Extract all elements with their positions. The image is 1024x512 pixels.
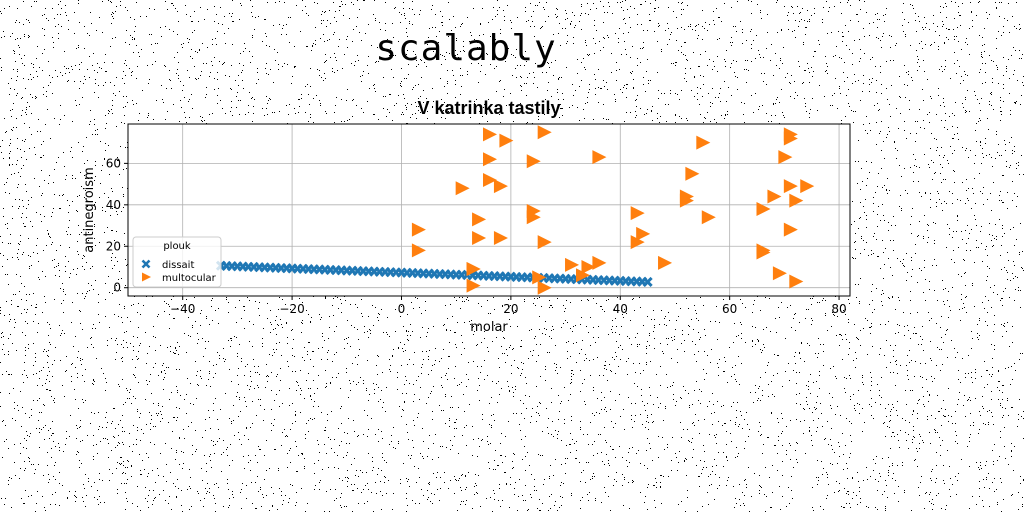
data-point-multocular xyxy=(537,235,552,250)
data-point-multocular xyxy=(532,270,547,285)
axis-ticks: −40 −20 0 20 40 60 80 0 20 40 60 xyxy=(106,156,847,316)
data-point-multocular xyxy=(493,179,508,194)
data-point-multocular xyxy=(756,245,771,260)
data-point-multocular xyxy=(483,172,497,187)
data-point-multocular xyxy=(756,201,771,216)
y-tick-label: 0 xyxy=(113,281,121,295)
plot-area-background xyxy=(128,124,850,296)
y-axis-label: antinegroism xyxy=(82,167,97,252)
legend-label-dissait: dissait xyxy=(162,260,194,271)
x-tick-label: 20 xyxy=(503,302,518,316)
data-point-multocular xyxy=(696,135,711,150)
data-point-multocular xyxy=(789,274,804,289)
data-point-multocular xyxy=(581,259,596,274)
x-tick-label: 60 xyxy=(722,302,737,316)
data-point-multocular xyxy=(455,181,470,196)
data-point-multocular xyxy=(767,189,782,204)
data-point-multocular xyxy=(537,280,552,295)
data-point-multocular xyxy=(472,212,487,227)
x-tick-label: 80 xyxy=(831,302,846,316)
data-point-multocular xyxy=(783,222,798,237)
data-point-multocular xyxy=(466,278,481,293)
data-point-multocular xyxy=(783,131,798,146)
data-point-multocular xyxy=(411,222,426,237)
data-point-multocular xyxy=(526,154,541,169)
legend-marker-dissait xyxy=(141,259,151,269)
data-point-multocular xyxy=(701,210,716,225)
y-tick-label: 60 xyxy=(106,156,121,170)
data-point-multocular xyxy=(789,193,804,208)
data-point-multocular xyxy=(630,235,645,250)
page-title: scalably xyxy=(375,28,557,69)
data-point-multocular xyxy=(800,179,815,194)
data-point-multocular xyxy=(783,179,798,194)
data-point-multocular xyxy=(472,230,487,245)
series-multocular xyxy=(411,125,815,295)
data-point-multocular xyxy=(636,226,651,241)
data-point-multocular xyxy=(679,193,694,208)
legend-box xyxy=(132,236,222,288)
data-point-dissait xyxy=(642,276,653,287)
data-point-multocular xyxy=(685,166,700,181)
data-point-multocular xyxy=(493,230,508,245)
legend-label-multocular: multocular xyxy=(162,273,217,284)
data-point-multocular xyxy=(658,255,673,270)
data-point-multocular xyxy=(411,243,426,258)
data-point-multocular xyxy=(772,266,787,281)
plot-frame xyxy=(127,123,851,297)
data-point-multocular xyxy=(778,150,793,165)
x-axis-label: molar xyxy=(470,320,508,335)
legend-title: plouk xyxy=(163,241,191,252)
data-point-multocular xyxy=(483,127,497,142)
y-tick-label: 40 xyxy=(106,198,121,212)
legend: plouk dissait multocular xyxy=(132,236,222,288)
data-point-multocular xyxy=(592,255,607,270)
data-point-multocular xyxy=(526,204,541,219)
x-tick-label: −40 xyxy=(170,302,195,316)
data-point-multocular xyxy=(483,152,497,167)
data-point-multocular xyxy=(565,257,580,272)
data-point-multocular xyxy=(537,125,552,140)
data-point-multocular xyxy=(630,206,645,221)
x-tick-label: −20 xyxy=(279,302,304,316)
x-tick-label: 0 xyxy=(398,302,406,316)
data-point-multocular xyxy=(499,133,514,148)
data-point-multocular xyxy=(592,150,607,165)
legend-marker-multocular xyxy=(142,272,151,282)
chart-title: V katrinka tastily xyxy=(417,98,560,118)
data-point-multocular xyxy=(575,268,590,283)
data-point-multocular xyxy=(466,262,481,277)
x-tick-label: 40 xyxy=(613,302,628,316)
series-layer xyxy=(215,125,815,295)
y-tick-label: 20 xyxy=(106,239,121,253)
